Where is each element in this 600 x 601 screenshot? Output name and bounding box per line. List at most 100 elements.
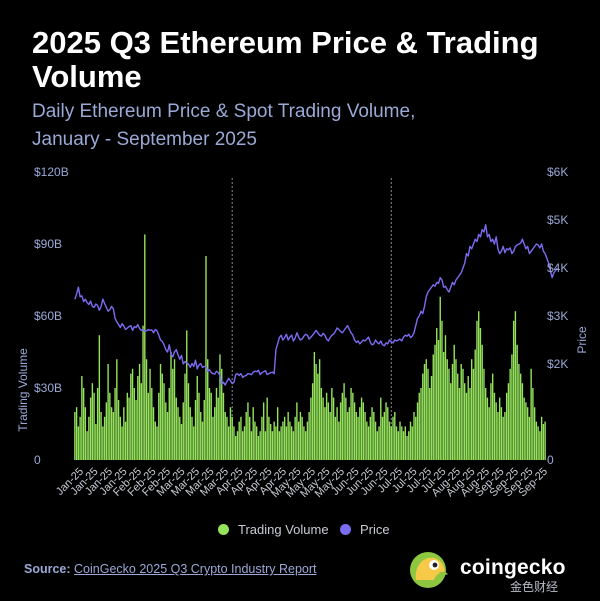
volume-bar (476, 320, 478, 460)
y-tick-left: 0 (34, 453, 41, 467)
volume-bar (388, 421, 391, 460)
volume-bar (224, 412, 226, 460)
volume-bar (201, 421, 204, 460)
volume-bar (102, 426, 104, 460)
volume-bar (177, 407, 179, 460)
volume-bar (472, 368, 475, 460)
y-tick-right: $6K (547, 165, 568, 179)
volume-bar (140, 383, 142, 460)
volume-bar (255, 426, 258, 460)
volume-bar (530, 368, 532, 460)
volume-bar (343, 383, 345, 460)
volume-bar (233, 426, 235, 460)
volume-bar (269, 424, 272, 460)
coingecko-logo: coingecko 金色财经 (404, 550, 594, 594)
volume-bar (310, 397, 312, 460)
volume-bar (498, 397, 501, 460)
volume-bar (332, 397, 335, 460)
volume-bar (464, 383, 466, 460)
volume-bar (149, 368, 151, 460)
volume-bar (214, 407, 216, 460)
volume-bar (448, 368, 450, 460)
volume-bar (170, 352, 172, 460)
volume-bar (110, 407, 113, 460)
volume-bar (478, 311, 480, 460)
subtitle-line-2: January - September 2025 (32, 129, 257, 150)
volume-bar (123, 407, 125, 460)
volume-bar (399, 421, 401, 460)
volume-bar (387, 407, 389, 460)
volume-bar (138, 364, 141, 460)
volume-bar (443, 352, 445, 460)
volume-bar (159, 364, 162, 460)
volume-bar (299, 412, 302, 460)
volume-bar (180, 424, 183, 460)
volume-bar (238, 421, 240, 460)
volume-bar (341, 392, 344, 460)
volume-bar (203, 400, 205, 460)
volume-bar (324, 407, 326, 460)
volume-bar (542, 424, 545, 460)
legend-label-price: Price (360, 522, 390, 537)
volume-bar (205, 256, 207, 460)
volume-bar (434, 344, 436, 460)
volume-bar (444, 335, 447, 460)
volume-bar (119, 416, 122, 460)
gecko-icon (410, 552, 448, 588)
volume-bar (166, 412, 169, 460)
volume-bar (455, 359, 457, 460)
volume-bar (89, 397, 92, 460)
volume-bar (471, 359, 473, 460)
volume-bar (294, 416, 296, 460)
volume-bar (397, 431, 399, 460)
volume-bar (210, 392, 212, 460)
volume-bar (373, 412, 375, 460)
volume-bar (322, 397, 324, 460)
volume-bar (490, 383, 492, 460)
volume-bar (91, 383, 94, 460)
volume-bar (380, 397, 382, 460)
volume-bar (507, 383, 510, 460)
volume-bar (168, 388, 170, 460)
volume-bar (107, 364, 109, 460)
volume-bar (266, 397, 268, 460)
volume-bar (423, 364, 426, 460)
volume-bar (381, 416, 384, 460)
volume-bar (409, 421, 412, 460)
y-tick-left: $120B (34, 165, 69, 179)
volume-bar (479, 328, 482, 460)
volume-bar (511, 354, 513, 460)
volume-bar (172, 368, 174, 460)
volume-bar (163, 383, 165, 460)
volume-bar (208, 388, 211, 460)
volume-bar (77, 426, 80, 460)
volume-bar (273, 421, 275, 460)
volume-bar (376, 431, 378, 460)
volume-bar (467, 376, 469, 460)
volume-bar (88, 416, 90, 460)
volume-bar (229, 407, 232, 460)
volume-bar (345, 397, 347, 460)
volume-bar (207, 359, 209, 460)
volume-bar (271, 431, 274, 460)
y-tick-left: $90B (34, 237, 62, 251)
volume-bar (430, 376, 433, 460)
volume-bar (493, 392, 496, 460)
volume-bar (364, 412, 366, 460)
volume-bar (81, 376, 83, 460)
volume-bar (142, 325, 144, 460)
volume-bar (292, 431, 295, 460)
y-axis-label-right: Price (575, 326, 589, 354)
volume-bar (236, 431, 239, 460)
volume-bar (200, 412, 202, 460)
volume-bar (313, 352, 316, 460)
volume-bar (488, 407, 490, 460)
volume-bar (539, 431, 541, 460)
legend-item-price[interactable]: Price (340, 522, 390, 537)
legend-item-volume[interactable]: Trading Volume (218, 522, 329, 537)
volume-bar (371, 407, 373, 460)
source-link[interactable]: CoinGecko 2025 Q3 Crypto Industry Report (74, 562, 317, 576)
volume-bar (355, 412, 358, 460)
volume-bar (126, 392, 129, 460)
volume-bar (278, 431, 281, 460)
